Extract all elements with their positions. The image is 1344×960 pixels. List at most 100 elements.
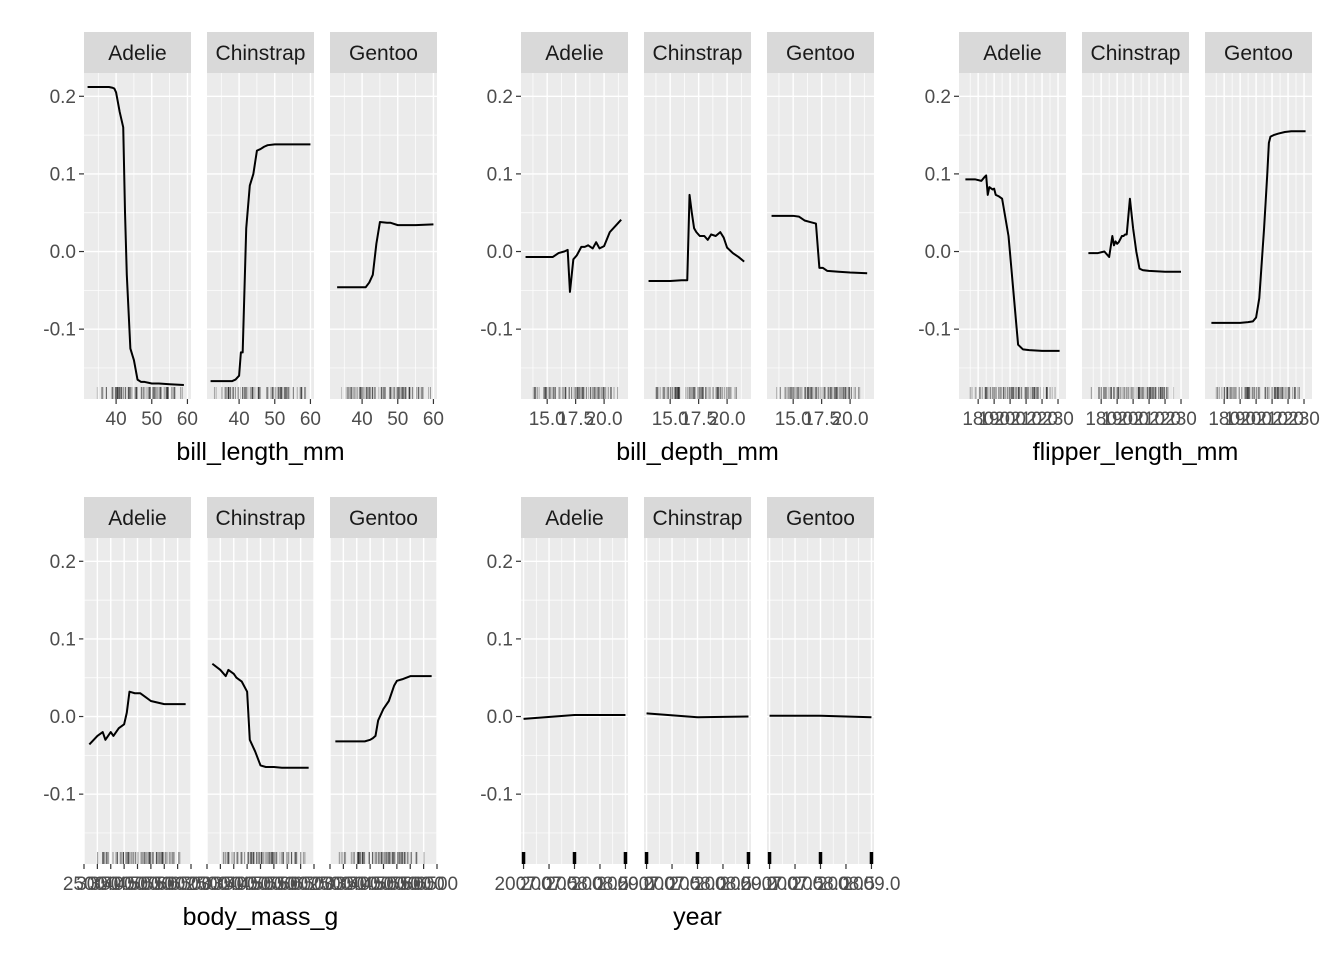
plot-body-mass-g: 0.20.10.0-0.1Adelie250030003500400045005… <box>43 497 458 931</box>
facet-strip-label: Adelie <box>108 507 166 530</box>
y-tick-label: -0.1 <box>480 320 513 341</box>
x-tick-label: 6000 <box>402 874 444 895</box>
rug <box>521 852 628 864</box>
pdp-line-gentoo <box>335 675 432 743</box>
y-tick-label: 0.1 <box>487 164 513 185</box>
x-tick-label: 2007.0 <box>740 874 798 895</box>
x-tick-label: 2008.0 <box>668 874 726 895</box>
y-tick-label: 0.2 <box>487 87 513 108</box>
panel-background <box>207 73 314 399</box>
y-tick-label: 0.0 <box>487 242 513 263</box>
x-tick-label: 210 <box>1133 409 1165 430</box>
x-tick-label: 20.0 <box>832 409 869 430</box>
pdp-line-adelie <box>88 690 186 746</box>
facet-strip <box>521 497 628 538</box>
rug <box>341 387 431 399</box>
x-tick-label: 230 <box>1042 409 1074 430</box>
x-tick-label: 3000 <box>76 874 118 895</box>
y-tick-label: 0.1 <box>50 629 76 650</box>
x-tick-label: 190 <box>1101 409 1133 430</box>
x-tick-label: 2009.0 <box>719 874 777 895</box>
x-tick-label: 20.0 <box>586 409 623 430</box>
rug <box>338 852 425 864</box>
x-tick-label: 3000 <box>322 874 364 895</box>
facet-strip <box>767 32 874 73</box>
facet-gentoo: Gentoo 40 50 60 <box>330 32 444 430</box>
facet-strip-label: Gentoo <box>1224 42 1293 65</box>
x-tick-label: 50 <box>264 409 285 430</box>
rug <box>1215 387 1300 399</box>
x-tick-label: 180 <box>1208 409 1240 430</box>
facet-adelie: Adelie 40 50 60 <box>84 32 198 430</box>
x-tick-label: 220 <box>1272 409 1304 430</box>
x-tick-label: 5000 <box>253 874 295 895</box>
rug <box>97 852 181 864</box>
facet-strip <box>207 497 314 538</box>
pdp-line-chinstrap <box>211 662 309 769</box>
x-tick-label: 200 <box>994 409 1026 430</box>
x-axis-title: bill_depth_mm <box>616 438 779 466</box>
x-tick-label: 15.0 <box>529 409 566 430</box>
facet-chinstrap: Chinstrap 15.017.520.0 <box>644 32 751 430</box>
plot-flipper-length-mm: 0.20.10.0-0.1Adelie180190200210220230Chi… <box>918 32 1320 466</box>
x-tick-label: 2007.5 <box>643 874 701 895</box>
x-tick-label: 3000 <box>199 874 241 895</box>
x-tick-label: 6000 <box>279 874 321 895</box>
y-tick-label: -0.1 <box>918 320 951 341</box>
x-tick-label: 2009.0 <box>842 874 900 895</box>
facet-strip <box>521 32 628 73</box>
panel-background <box>767 73 874 399</box>
x-tick-label: 4500 <box>116 874 158 895</box>
facet-strip <box>330 32 437 73</box>
x-tick-label: 20.0 <box>709 409 746 430</box>
x-tick-label: 50 <box>387 409 408 430</box>
facet-strip-label: Chinstrap <box>653 42 743 65</box>
facet-strip-label: Adelie <box>545 507 603 530</box>
facet-gentoo: Gentoo 2500300035004000450050005500600065… <box>309 497 458 895</box>
facet-strip <box>207 32 314 73</box>
facet-strip-label: Chinstrap <box>1091 42 1181 65</box>
pdp-line-adelie <box>523 713 626 720</box>
x-tick-label: 5500 <box>143 874 185 895</box>
x-tick-label: 3500 <box>90 874 132 895</box>
y-tick-label: 0.2 <box>50 87 76 108</box>
y-tick-label: 0.2 <box>487 552 513 573</box>
x-tick-label: 2007.5 <box>766 874 824 895</box>
facet-strip-label: Chinstrap <box>216 507 306 530</box>
x-axis-title: year <box>673 903 722 931</box>
panel-background <box>644 73 751 399</box>
facet-chinstrap: Chinstrap 40 50 60 <box>207 32 321 430</box>
pdp-line-chinstrap <box>210 143 311 383</box>
rug <box>776 387 861 399</box>
facet-strip <box>644 32 751 73</box>
facet-strip-label: Adelie <box>545 42 603 65</box>
x-tick-label: 50 <box>141 409 162 430</box>
facet-strip <box>767 497 874 538</box>
x-tick-label: 4000 <box>349 874 391 895</box>
plot-bill-length-mm: 0.2 0.1 0.0 -0.1 Adelie 40 50 60 Chinstrap 40 50 60… <box>43 32 444 466</box>
x-tick-label: 4000 <box>103 874 145 895</box>
x-tick-label: 2008.5 <box>817 874 875 895</box>
x-tick-label: 5500 <box>389 874 431 895</box>
panel-background <box>330 73 437 399</box>
x-tick-label: 60 <box>423 409 444 430</box>
x-tick-label: 5500 <box>266 874 308 895</box>
y-tick-label: -0.1 <box>43 785 76 806</box>
x-tick-label: 60 <box>177 409 198 430</box>
facet-strip-label: Adelie <box>983 42 1041 65</box>
rug <box>969 387 1056 399</box>
facet-strip <box>644 497 751 538</box>
rug <box>644 852 751 864</box>
x-tick-label: 210 <box>1256 409 1288 430</box>
x-tick-label: 5000 <box>376 874 418 895</box>
y-tick-label: 0.1 <box>50 164 76 185</box>
x-axis-title: bill_length_mm <box>176 438 344 466</box>
facet-strip-label: Gentoo <box>786 507 855 530</box>
facet-strip-label: Gentoo <box>349 42 418 65</box>
panel-background <box>1205 73 1312 399</box>
plot-grid: 0.2 0.1 0.0 -0.1 Adelie 40 50 60 Chinstrap 40 50 60… <box>43 32 1320 931</box>
